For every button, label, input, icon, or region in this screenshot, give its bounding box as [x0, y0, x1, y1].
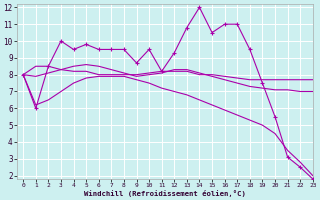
X-axis label: Windchill (Refroidissement éolien,°C): Windchill (Refroidissement éolien,°C) [84, 190, 246, 197]
